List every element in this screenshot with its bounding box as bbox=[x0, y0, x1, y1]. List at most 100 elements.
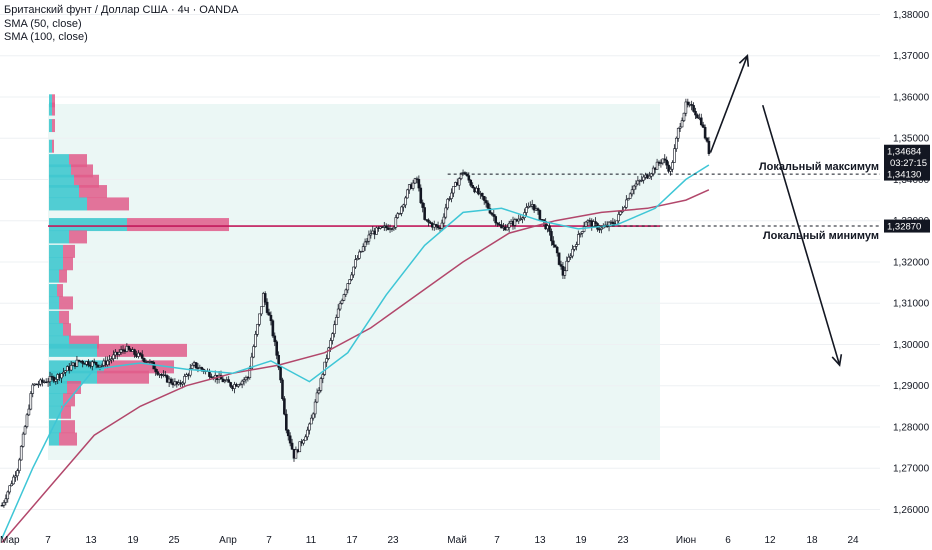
candle-body bbox=[573, 246, 576, 250]
y-axis[interactable]: 1,380001,370001,360001,350001,340001,330… bbox=[893, 10, 930, 516]
x-tick-label: 23 bbox=[387, 535, 399, 546]
candle-body bbox=[294, 449, 298, 459]
candle-body bbox=[283, 398, 286, 415]
candle-body bbox=[463, 172, 467, 175]
volume-profile-down-bar bbox=[52, 102, 55, 116]
candle-body bbox=[505, 227, 509, 231]
volume-profile-down-bar bbox=[97, 370, 149, 384]
x-tick-label: Май bbox=[447, 535, 467, 546]
candle-body bbox=[477, 187, 480, 195]
sma50-legend[interactable]: SMA (50, close) bbox=[4, 17, 82, 30]
candle-body bbox=[12, 476, 15, 485]
candle-body bbox=[615, 220, 619, 225]
x-axis[interactable]: Мар 7 13 19 25 Апр 7 11 17 23 Май 7 13 19 23 Июн 6 12 18 24 bbox=[0, 535, 859, 546]
y-tick-label: 1,30000 bbox=[893, 340, 930, 351]
candle-body bbox=[154, 368, 157, 372]
candle-body bbox=[338, 303, 342, 310]
candle-body bbox=[77, 359, 81, 362]
volume-profile-down-bar bbox=[74, 174, 99, 188]
candle-body bbox=[152, 362, 156, 370]
candle-body bbox=[423, 207, 426, 220]
candle-body bbox=[488, 207, 492, 214]
y-tick-label: 1,32000 bbox=[893, 257, 930, 268]
candle-body bbox=[4, 498, 8, 503]
y-tick-label: 1,29000 bbox=[893, 381, 930, 392]
candle-body bbox=[617, 214, 620, 222]
candle-body bbox=[444, 207, 448, 218]
candle-body bbox=[519, 218, 522, 221]
symbol-title[interactable]: Британский фунт / Доллар США · 4ч · OAND… bbox=[4, 4, 239, 16]
candle-body bbox=[365, 240, 369, 243]
candle-body bbox=[315, 392, 319, 403]
candle-body bbox=[650, 173, 653, 177]
candle-body bbox=[686, 101, 690, 105]
candle-body bbox=[630, 189, 634, 195]
candle-body bbox=[108, 359, 111, 362]
candle-body bbox=[500, 224, 503, 229]
last-price-tag: 1,34684 03:27:15 bbox=[884, 144, 930, 170]
candle-body bbox=[200, 367, 204, 370]
candle-body bbox=[16, 470, 19, 477]
candle-body bbox=[6, 491, 10, 500]
candle-body bbox=[75, 359, 79, 367]
sma100-legend[interactable]: SMA (100, close) bbox=[4, 31, 88, 43]
candle-body bbox=[0, 505, 4, 507]
candle-body bbox=[285, 413, 288, 431]
y-tick-label: 1,38000 bbox=[893, 10, 930, 21]
candle-body bbox=[183, 376, 186, 384]
volume-profile-up-bar bbox=[49, 323, 63, 337]
candle-body bbox=[298, 441, 302, 453]
volume-profile-down-bar bbox=[87, 197, 129, 211]
x-tick-label: Июн bbox=[676, 535, 696, 546]
candle-body bbox=[411, 182, 415, 189]
candle-body bbox=[381, 226, 384, 228]
candle-body bbox=[48, 376, 52, 383]
candle-body bbox=[344, 289, 348, 295]
candle-body bbox=[354, 259, 357, 268]
candle-body bbox=[290, 442, 294, 450]
candle-body bbox=[169, 378, 173, 384]
candle-body bbox=[325, 358, 328, 363]
x-tick-label: 13 bbox=[85, 535, 97, 546]
x-tick-label: 7 bbox=[494, 535, 500, 546]
volume-profile-down-bar bbox=[52, 119, 55, 133]
candle-body bbox=[277, 355, 280, 368]
volume-profile-up-bar bbox=[49, 119, 52, 133]
candle-body bbox=[571, 248, 574, 257]
candle-body bbox=[8, 485, 11, 493]
volume-profile-down-bar bbox=[61, 405, 71, 419]
candle-body bbox=[696, 114, 699, 119]
volume-profile-up-bar bbox=[49, 94, 52, 108]
candle-body bbox=[27, 408, 31, 416]
x-tick-label: 25 bbox=[168, 535, 180, 546]
candle-body bbox=[2, 502, 6, 506]
volume-profile-up-bar bbox=[49, 102, 52, 116]
candle-body bbox=[333, 324, 336, 335]
candle-body bbox=[311, 413, 315, 419]
forecast-arrow-line bbox=[761, 104, 841, 366]
candle-body bbox=[313, 401, 317, 415]
candle-body bbox=[632, 185, 636, 191]
candle-body bbox=[642, 176, 645, 181]
candle-body bbox=[434, 224, 438, 226]
candle-body bbox=[327, 347, 330, 359]
candle-body bbox=[263, 293, 267, 303]
volume-profile-down-bar bbox=[63, 257, 73, 271]
local-max-label: Локальный максимум bbox=[759, 161, 879, 173]
candle-body bbox=[361, 246, 365, 252]
candle-body bbox=[133, 349, 136, 355]
candle-body bbox=[342, 294, 346, 301]
volume-profile-up-bar bbox=[49, 185, 79, 199]
candle-body bbox=[369, 233, 373, 236]
candle-body bbox=[657, 161, 661, 164]
candle-body bbox=[692, 105, 695, 112]
candle-body bbox=[557, 252, 561, 265]
candle-body bbox=[37, 383, 40, 386]
volume-profile-up-bar bbox=[49, 343, 97, 357]
volume-profile-down-bar bbox=[61, 420, 75, 434]
candle-body bbox=[210, 376, 213, 378]
candle-body bbox=[482, 195, 486, 201]
candle-body bbox=[707, 140, 711, 154]
candle-body bbox=[528, 205, 532, 208]
